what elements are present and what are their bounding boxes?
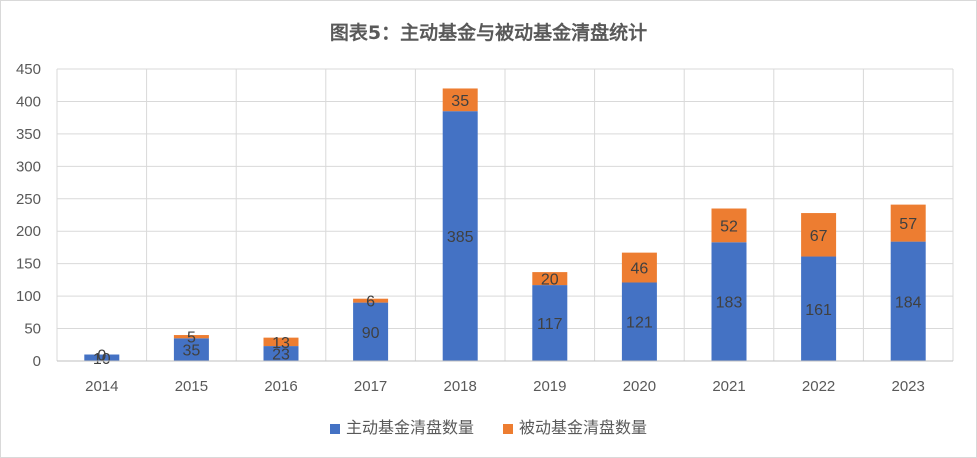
bar-active-2014 xyxy=(84,354,120,361)
bar-passive-2018 xyxy=(442,88,478,112)
bar-passive-2015 xyxy=(173,335,209,339)
bar-active-2021 xyxy=(711,242,747,361)
legend: 主动基金清盘数量 被动基金清盘数量 xyxy=(0,414,977,438)
y-tick-label: 450 xyxy=(16,61,41,78)
bar-passive-2021 xyxy=(711,208,747,243)
data-label-active-2019: 117 xyxy=(537,316,563,333)
data-label-active-2016: 23 xyxy=(272,347,290,364)
data-label-active-2018: 385 xyxy=(447,229,474,246)
data-label-passive-2023: 57 xyxy=(899,216,917,233)
y-tick-label: 300 xyxy=(16,158,41,175)
data-label-passive-2022: 67 xyxy=(810,228,828,245)
data-label-active-2022: 161 xyxy=(805,302,832,319)
x-tick-label: 2014 xyxy=(85,378,118,395)
x-tick-label: 2017 xyxy=(354,378,387,395)
x-tick-label: 2019 xyxy=(533,378,566,395)
data-label-active-2021: 183 xyxy=(716,295,743,312)
legend-label-passive: 被动基金清盘数量 xyxy=(519,418,648,437)
bar-layer xyxy=(84,88,926,361)
grid-layer xyxy=(56,68,954,361)
x-tick-label: 2023 xyxy=(892,378,925,395)
data-label-active-2014: 10 xyxy=(93,351,111,368)
data-label-passive-2019: 20 xyxy=(541,272,559,289)
data-label-passive-2020: 46 xyxy=(631,261,649,278)
bar-active-2018 xyxy=(442,111,478,361)
x-tick-label: 2021 xyxy=(712,378,745,395)
bar-passive-2023 xyxy=(890,204,926,242)
y-tick-label: 400 xyxy=(16,93,41,110)
bar-active-2020 xyxy=(621,282,657,361)
data-label-passive-2018: 35 xyxy=(451,93,469,110)
y-tick-label: 50 xyxy=(24,321,41,338)
bar-passive-2019 xyxy=(532,272,568,286)
legend-swatch-active xyxy=(329,423,340,434)
legend-item-active: 主动基金清盘数量 xyxy=(329,414,474,438)
bar-active-2016 xyxy=(263,346,299,361)
bar-passive-2016 xyxy=(263,337,299,347)
label-layer: 100 3552313906385351172012146183521616718… xyxy=(93,93,922,368)
x-tick-label: 2015 xyxy=(175,378,208,395)
y-tick-label: 150 xyxy=(16,256,41,273)
bar-active-2022 xyxy=(801,256,837,361)
data-label-active-2015: 35 xyxy=(183,343,201,360)
x-tick-label: 2016 xyxy=(264,378,297,395)
data-label-active-2017: 90 xyxy=(362,325,380,342)
legend-label-active: 主动基金清盘数量 xyxy=(345,418,474,437)
bar-passive-2022 xyxy=(801,213,837,257)
bar-passive-2020 xyxy=(621,252,657,283)
legend-item-passive: 被动基金清盘数量 xyxy=(503,414,647,438)
x-tick-label: 2018 xyxy=(444,378,477,395)
y-tick-label: 350 xyxy=(16,126,41,143)
data-label-active-2020: 121 xyxy=(626,315,653,332)
data-label-passive-2016: 13 xyxy=(272,335,290,352)
bar-active-2019 xyxy=(532,285,568,361)
y-tick-label: 250 xyxy=(16,191,41,208)
data-label-passive-2014: 0 xyxy=(97,348,106,365)
data-label-passive-2015: 5 xyxy=(187,330,196,347)
y-tick-label: 0 xyxy=(33,353,41,370)
bar-active-2015 xyxy=(173,338,209,361)
y-tick-label: 200 xyxy=(16,223,41,240)
bar-active-2017 xyxy=(353,302,389,361)
bar-passive-2017 xyxy=(353,298,389,303)
data-label-passive-2017: 6 xyxy=(366,294,375,311)
chart-title: 图表5：主动基金与被动基金清盘统计 xyxy=(329,22,648,44)
x-tick-label: 2022 xyxy=(802,378,835,395)
data-label-active-2023: 184 xyxy=(895,294,922,311)
y-tick-label: 100 xyxy=(16,288,41,305)
x-tick-label: 2020 xyxy=(623,378,656,395)
data-label-passive-2021: 52 xyxy=(720,218,738,235)
bar-active-2023 xyxy=(890,241,926,361)
legend-swatch-passive xyxy=(503,423,514,434)
